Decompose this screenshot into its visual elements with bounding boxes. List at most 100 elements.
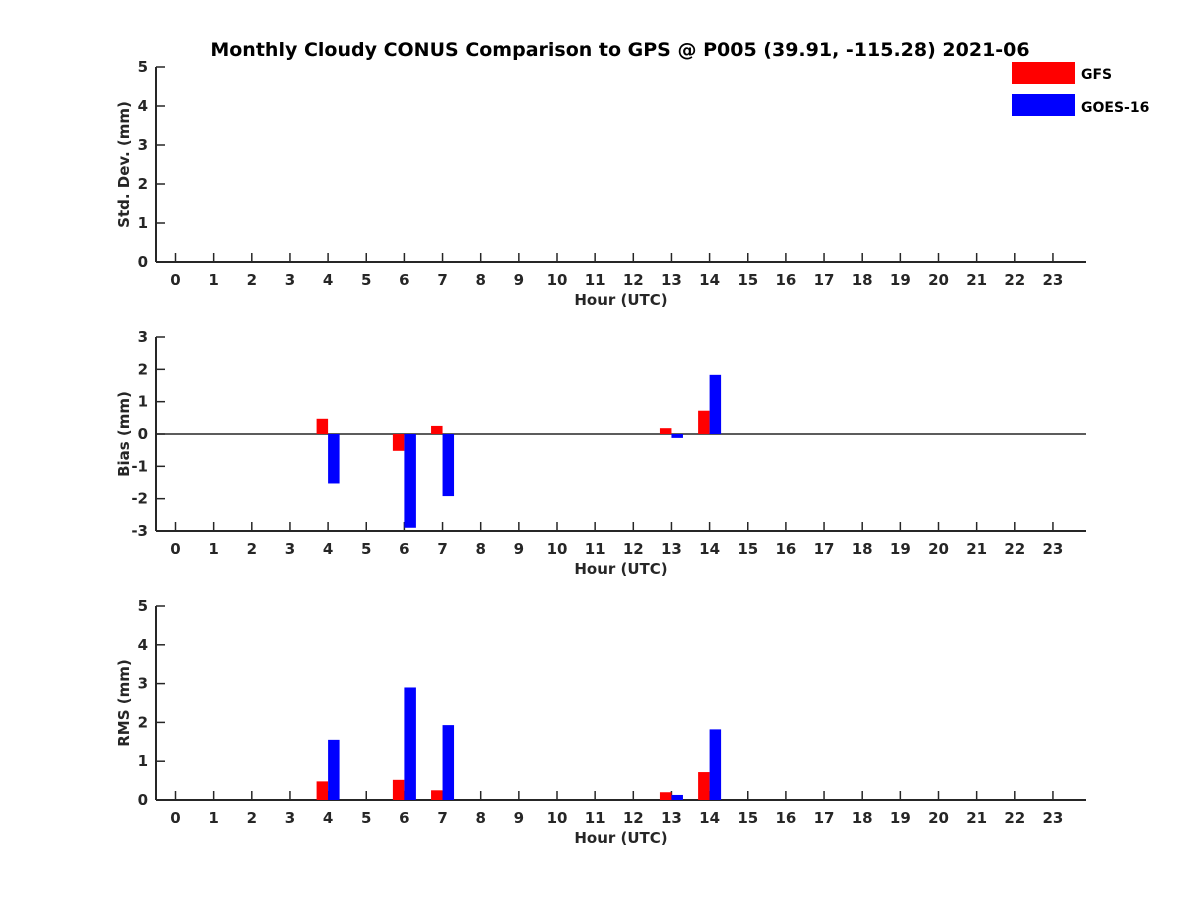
std-dev-x-tick-label: 11 xyxy=(585,271,606,289)
std-dev-y-tick-label: 0 xyxy=(138,253,148,271)
chart-title: Monthly Cloudy CONUS Comparison to GPS @… xyxy=(210,39,1029,61)
bias-x-tick-label: 13 xyxy=(661,540,682,558)
rms-x-tick-label: 19 xyxy=(890,809,911,827)
rms-x-tick-label: 7 xyxy=(437,809,447,827)
std-dev-x-tick-label: 17 xyxy=(814,271,835,289)
std-dev-x-tick-label: 21 xyxy=(966,271,987,289)
rms-x-tick-label: 3 xyxy=(285,809,295,827)
rms-x-axis-label: Hour (UTC) xyxy=(574,829,667,847)
bias-x-tick-label: 21 xyxy=(966,540,987,558)
bias-x-tick-label: 23 xyxy=(1043,540,1064,558)
rms-x-tick-label: 0 xyxy=(170,809,180,827)
bias-x-tick-label: 20 xyxy=(928,540,949,558)
rms-y-tick-label: 4 xyxy=(138,636,148,654)
bias-x-tick-label: 19 xyxy=(890,540,911,558)
bias-y-tick-label: -1 xyxy=(131,457,148,475)
std-dev-y-tick-label: 2 xyxy=(138,175,148,193)
rms-bar-goes-16-hour-14 xyxy=(709,729,722,800)
std-dev-x-tick-label: 12 xyxy=(623,271,644,289)
bias-bar-goes-16-hour-14 xyxy=(709,374,722,434)
std-dev-x-tick-label: 2 xyxy=(247,271,257,289)
std-dev-x-tick-label: 15 xyxy=(737,271,758,289)
std-dev-x-tick-label: 20 xyxy=(928,271,949,289)
std-dev-x-tick-label: 10 xyxy=(547,271,568,289)
std-dev-x-tick-label: 19 xyxy=(890,271,911,289)
bias-bar-goes-16-hour-13 xyxy=(671,434,683,438)
std-dev-x-tick-label: 0 xyxy=(170,271,180,289)
legend-label-gfs: GFS xyxy=(1081,67,1112,83)
rms-bar-goes-16-hour-7 xyxy=(442,725,455,800)
std-dev-x-tick-label: 7 xyxy=(437,271,447,289)
bias-bar-gfs-hour-6 xyxy=(392,434,405,451)
std-dev-x-tick-label: 1 xyxy=(208,271,218,289)
rms-x-tick-label: 15 xyxy=(737,809,758,827)
rms-y-tick-label: 0 xyxy=(138,791,148,809)
bias-x-tick-label: 8 xyxy=(475,540,485,558)
rms-bar-gfs-hour-6 xyxy=(392,779,405,800)
std-dev-y-tick-label: 1 xyxy=(138,214,148,232)
bias-bar-goes-16-hour-6 xyxy=(404,434,416,528)
rms-x-tick-label: 9 xyxy=(514,809,524,827)
std-dev-x-tick-label: 6 xyxy=(399,271,409,289)
std-dev-x-tick-label: 9 xyxy=(514,271,524,289)
rms-x-tick-label: 1 xyxy=(208,809,218,827)
bias-x-tick-label: 16 xyxy=(775,540,796,558)
rms-x-tick-label: 16 xyxy=(775,809,796,827)
rms-x-tick-label: 13 xyxy=(661,809,682,827)
bias-bar-gfs-hour-14 xyxy=(698,410,710,434)
rms-x-tick-label: 21 xyxy=(966,809,987,827)
std-dev-x-tick-label: 3 xyxy=(285,271,295,289)
bias-bar-gfs-hour-4 xyxy=(316,418,329,434)
rms-bar-goes-16-hour-4 xyxy=(328,739,340,800)
rms-y-tick-label: 5 xyxy=(138,597,148,615)
rms-x-tick-label: 22 xyxy=(1004,809,1025,827)
bias-x-tick-label: 1 xyxy=(208,540,218,558)
rms-y-axis-label: RMS (mm) xyxy=(115,659,133,746)
std-dev-x-tick-label: 14 xyxy=(699,271,720,289)
bias-x-tick-label: 2 xyxy=(247,540,257,558)
bias-x-axis-label: Hour (UTC) xyxy=(574,560,667,578)
bias-x-tick-label: 5 xyxy=(361,540,371,558)
legend-swatch-goes16 xyxy=(1012,94,1075,116)
bias-bar-gfs-hour-7 xyxy=(431,425,443,434)
bias-x-tick-label: 22 xyxy=(1004,540,1025,558)
bias-y-tick-label: 1 xyxy=(138,393,148,411)
bias-y-tick-label: 2 xyxy=(138,360,148,378)
legend: GFS GOES-16 xyxy=(1012,62,1149,116)
bias-bar-goes-16-hour-4 xyxy=(328,434,340,484)
rms-x-tick-label: 20 xyxy=(928,809,949,827)
bias-x-tick-label: 11 xyxy=(585,540,606,558)
rms-x-tick-label: 17 xyxy=(814,809,835,827)
rms-bar-goes-16-hour-6 xyxy=(404,687,416,800)
std-dev-y-axis-label: Std. Dev. (mm) xyxy=(115,101,133,228)
rms-x-tick-label: 14 xyxy=(699,809,720,827)
bias-x-tick-label: 12 xyxy=(623,540,644,558)
bias-x-tick-label: 9 xyxy=(514,540,524,558)
std-dev-y-tick-label: 4 xyxy=(138,97,148,115)
bias-x-tick-label: 18 xyxy=(852,540,873,558)
rms-bar-gfs-hour-7 xyxy=(431,790,443,800)
bias-x-tick-label: 10 xyxy=(547,540,568,558)
rms-x-tick-label: 12 xyxy=(623,809,644,827)
bias-x-tick-label: 3 xyxy=(285,540,295,558)
rms-y-tick-label: 2 xyxy=(138,713,148,731)
std-dev-x-tick-label: 18 xyxy=(852,271,873,289)
std-dev-x-axis-label: Hour (UTC) xyxy=(574,291,667,309)
std-dev-x-tick-label: 16 xyxy=(775,271,796,289)
bias-bar-goes-16-hour-7 xyxy=(442,434,455,497)
bias-x-tick-label: 0 xyxy=(170,540,180,558)
rms-x-tick-label: 5 xyxy=(361,809,371,827)
std-dev-x-tick-label: 8 xyxy=(475,271,485,289)
bias-x-tick-label: 4 xyxy=(323,540,333,558)
bias-y-tick-label: -3 xyxy=(131,522,148,540)
rms-y-tick-label: 3 xyxy=(138,675,148,693)
rms-x-tick-label: 11 xyxy=(585,809,606,827)
rms-bar-gfs-hour-13 xyxy=(659,792,672,800)
rms-x-tick-label: 18 xyxy=(852,809,873,827)
rms-x-tick-label: 4 xyxy=(323,809,333,827)
bias-y-axis-label: Bias (mm) xyxy=(115,391,133,477)
